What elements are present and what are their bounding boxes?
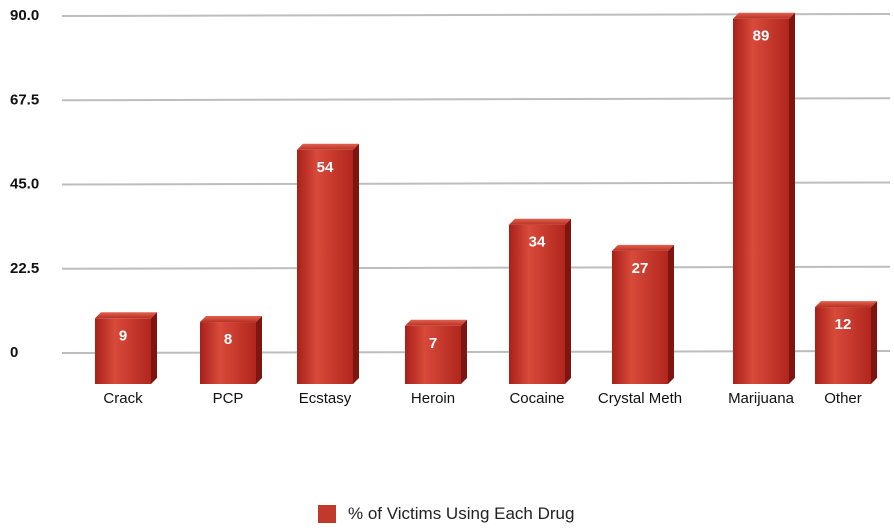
bar-ecstasy: 54 <box>297 143 359 384</box>
data-label: 7 <box>429 335 437 352</box>
bar-side <box>353 143 359 384</box>
bar-crack: 9 <box>95 312 157 384</box>
bar-top <box>297 143 359 150</box>
bar-top <box>200 316 262 323</box>
bar-top <box>815 301 877 308</box>
bar-front <box>733 18 789 384</box>
legend-label: % of Victims Using Each Drug <box>348 504 575 523</box>
x-tick-label: Heroin <box>411 390 455 407</box>
bar-front <box>612 250 668 384</box>
bar-crystal-meth: 27 <box>612 244 674 384</box>
x-tick-label: Ecstasy <box>299 390 352 407</box>
legend: % of Victims Using Each Drug <box>318 503 574 525</box>
bar-cocaine: 34 <box>509 218 571 384</box>
bar-front <box>297 149 353 384</box>
x-tick-label: Crack <box>103 390 143 407</box>
bar-front <box>815 307 871 384</box>
data-label: 54 <box>317 159 334 176</box>
bar-heroin: 7 <box>405 319 467 384</box>
legend-swatch <box>318 505 336 523</box>
x-tick-label: Crystal Meth <box>598 390 682 407</box>
bar-top <box>733 12 795 19</box>
y-tick-label: 90.0 <box>10 7 39 24</box>
bar-side <box>256 316 262 384</box>
x-tick-label: Marijuana <box>728 390 795 407</box>
bar-side <box>565 218 571 384</box>
bar-marijuana: 89 <box>733 12 795 384</box>
bar-front <box>405 325 461 384</box>
bar-top <box>509 218 571 225</box>
data-label: 34 <box>529 234 546 251</box>
data-label: 27 <box>632 260 649 277</box>
data-label: 12 <box>835 316 852 333</box>
bar-side <box>461 319 467 384</box>
y-tick-label: 0 <box>10 344 18 361</box>
bar-top <box>405 319 467 326</box>
data-label: 9 <box>119 327 127 344</box>
bar-side <box>668 244 674 384</box>
data-label: 89 <box>753 28 770 45</box>
bar-side <box>871 301 877 384</box>
bar-front <box>200 322 256 384</box>
y-tick-label: 22.5 <box>10 260 39 277</box>
y-tick-label: 45.0 <box>10 176 39 193</box>
bar-side <box>151 312 157 384</box>
x-axis-labels: Crack PCP Ecstasy Heroin Cocaine Crystal Meth… <box>103 390 861 407</box>
x-tick-label: Cocaine <box>509 390 564 407</box>
bar-front <box>95 318 151 384</box>
y-axis-ticks: 0 22.5 45.0 67.5 90.0 <box>10 7 39 361</box>
data-label: 8 <box>224 331 232 348</box>
bar-top <box>612 244 674 251</box>
bar-top <box>95 312 157 319</box>
bar-other: 12 <box>815 301 877 384</box>
x-tick-label: PCP <box>213 390 244 407</box>
x-tick-label: Other <box>824 390 862 407</box>
y-tick-label: 67.5 <box>10 91 39 108</box>
bar-side <box>789 12 795 384</box>
bar-pcp: 8 <box>200 316 262 384</box>
bar-front <box>509 224 565 384</box>
bars: 9 8 54 7 34 27 89 12 <box>95 12 877 384</box>
